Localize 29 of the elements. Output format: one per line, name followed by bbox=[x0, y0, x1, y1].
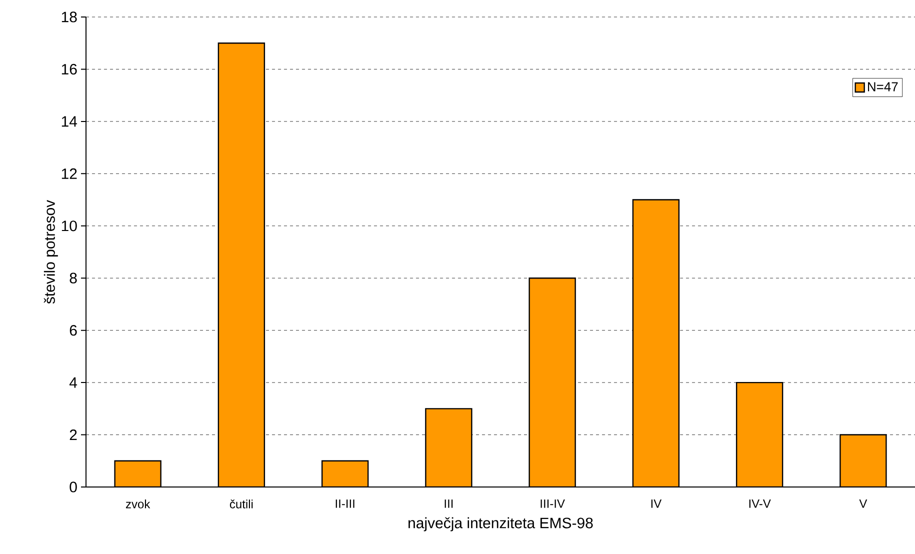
x-tick-label: IV-V bbox=[749, 500, 771, 508]
y-tick-label: 8 bbox=[70, 272, 77, 284]
y-tick-label: 10 bbox=[62, 220, 77, 232]
bar bbox=[218, 42, 266, 487]
y-tick-label: 0 bbox=[70, 482, 77, 492]
y-tick-label: 14 bbox=[62, 116, 78, 127]
x-axis-title: največja intenziteta EMS-98 bbox=[408, 517, 593, 532]
bar bbox=[736, 382, 784, 487]
bar bbox=[632, 199, 680, 487]
bar bbox=[528, 278, 576, 487]
x-tick-label: čutili bbox=[230, 500, 253, 508]
y-tick-label: 2 bbox=[70, 430, 77, 440]
bar bbox=[840, 434, 887, 487]
x-tick-label: zvok bbox=[126, 500, 150, 508]
y-tick-label: 4 bbox=[69, 377, 78, 388]
x-tick-label: III-IV bbox=[540, 500, 565, 508]
y-tick-label: 16 bbox=[62, 64, 77, 75]
bar bbox=[114, 460, 162, 487]
x-tick-label: III bbox=[444, 500, 453, 508]
bar bbox=[321, 460, 369, 487]
x-tick-label: IV bbox=[651, 500, 662, 508]
bar bbox=[425, 408, 472, 487]
y-tick-label: 18 bbox=[62, 12, 77, 22]
x-tick-label: V bbox=[859, 500, 868, 508]
x-tick-label: II-III bbox=[336, 500, 354, 508]
y-axis-title: število potresov bbox=[44, 200, 58, 304]
y-tick-label: 6 bbox=[70, 325, 77, 336]
y-tick-label: 12 bbox=[62, 168, 77, 179]
legend-label: N=47 bbox=[868, 82, 898, 92]
